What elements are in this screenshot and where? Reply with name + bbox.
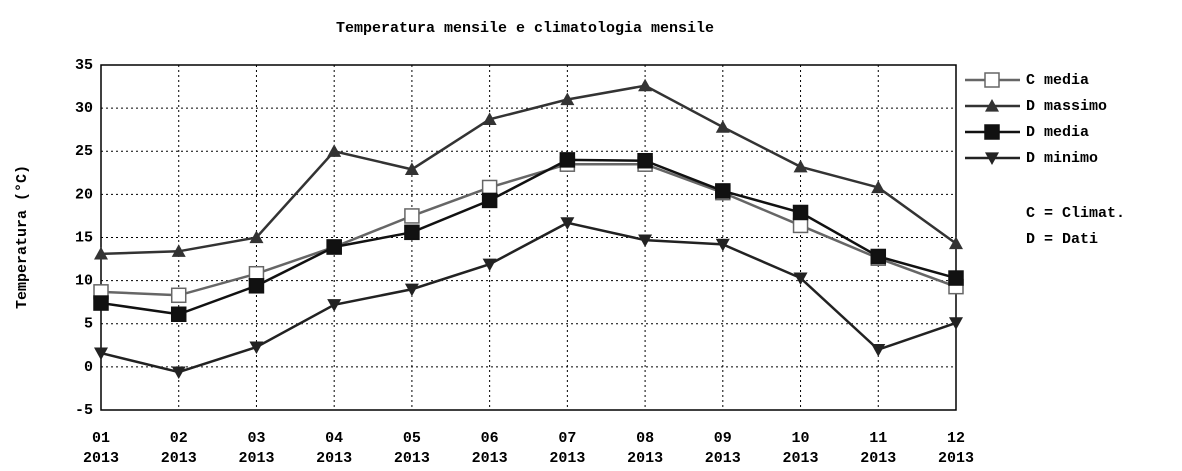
y-tick-label: 30 xyxy=(75,100,93,117)
marker xyxy=(985,99,999,112)
marker xyxy=(638,78,653,92)
x-tick-label: 02 xyxy=(170,430,188,447)
y-tick-label: 25 xyxy=(75,143,93,160)
marker xyxy=(171,366,186,380)
legend-label: D media xyxy=(1026,124,1089,141)
marker xyxy=(404,283,419,297)
marker xyxy=(249,230,264,244)
marker xyxy=(793,272,808,286)
x-tick-year: 2013 xyxy=(394,450,430,467)
x-tick-year: 2013 xyxy=(238,450,274,467)
legend-label: C media xyxy=(1026,72,1089,89)
x-tick-year: 2013 xyxy=(860,450,896,467)
marker xyxy=(985,152,999,165)
x-tick-label: 08 xyxy=(636,430,654,447)
marker xyxy=(404,224,420,241)
legend-note: D = Dati xyxy=(1026,231,1098,248)
marker xyxy=(404,208,420,224)
x-tick-year: 2013 xyxy=(83,450,119,467)
y-tick-label: 15 xyxy=(75,229,93,246)
x-tick-year: 2013 xyxy=(627,450,663,467)
y-tick-label: 10 xyxy=(75,273,93,290)
marker xyxy=(793,159,808,173)
marker xyxy=(326,239,342,255)
y-axis-label: Temperatura (°C) xyxy=(14,165,31,309)
marker xyxy=(638,234,653,248)
y-tick-label: 20 xyxy=(75,186,93,203)
x-tick-label: 07 xyxy=(558,430,576,447)
marker xyxy=(482,258,497,272)
marker xyxy=(984,124,1000,140)
marker xyxy=(871,344,886,357)
x-tick-year: 2013 xyxy=(549,450,585,467)
marker xyxy=(93,295,109,311)
legend-label: D massimo xyxy=(1026,98,1107,115)
x-tick-label: 05 xyxy=(403,430,421,447)
x-tick-label: 12 xyxy=(947,430,965,447)
marker xyxy=(94,347,108,361)
marker xyxy=(984,72,1000,88)
y-tick-label: 5 xyxy=(84,316,93,333)
marker xyxy=(327,299,342,312)
y-tick-label: -5 xyxy=(75,402,93,419)
marker xyxy=(715,183,731,199)
series-line xyxy=(100,158,957,316)
x-tick-label: 09 xyxy=(714,430,732,447)
marker xyxy=(871,180,886,194)
x-tick-label: 11 xyxy=(869,430,887,447)
marker xyxy=(870,248,887,265)
legend-label: D minimo xyxy=(1026,150,1098,167)
marker xyxy=(792,217,809,234)
marker xyxy=(949,317,963,330)
marker xyxy=(404,162,419,175)
y-tick-label: 0 xyxy=(84,359,93,376)
marker xyxy=(559,152,576,168)
marker xyxy=(949,236,963,250)
x-tick-year: 2013 xyxy=(938,450,974,467)
marker xyxy=(171,244,186,257)
marker xyxy=(792,204,809,221)
marker xyxy=(482,112,497,125)
y-tick-label: 35 xyxy=(75,57,93,74)
x-tick-year: 2013 xyxy=(161,450,197,467)
x-tick-year: 2013 xyxy=(316,450,352,467)
marker xyxy=(560,92,575,106)
marker xyxy=(248,278,265,294)
x-tick-label: 03 xyxy=(247,430,265,447)
x-tick-label: 10 xyxy=(792,430,810,447)
marker xyxy=(560,217,575,230)
x-tick-label: 06 xyxy=(481,430,499,447)
legend-note: C = Climat. xyxy=(1026,205,1125,222)
marker xyxy=(170,287,187,304)
marker xyxy=(715,238,730,252)
marker xyxy=(170,306,187,323)
chart-title: Temperatura mensile e climatologia mensi… xyxy=(336,20,714,37)
marker xyxy=(715,120,730,133)
marker xyxy=(637,152,653,169)
series-line xyxy=(100,221,957,374)
x-tick-label: 01 xyxy=(92,430,110,447)
marker xyxy=(948,270,964,286)
series-line xyxy=(100,162,957,297)
marker xyxy=(94,246,108,260)
x-tick-label: 04 xyxy=(325,430,343,447)
marker xyxy=(327,144,342,157)
x-tick-year: 2013 xyxy=(472,450,508,467)
x-tick-year: 2013 xyxy=(783,450,819,467)
series-line xyxy=(100,84,957,256)
marker xyxy=(481,192,498,209)
marker xyxy=(481,179,498,196)
x-tick-year: 2013 xyxy=(705,450,741,467)
marker xyxy=(249,341,264,355)
